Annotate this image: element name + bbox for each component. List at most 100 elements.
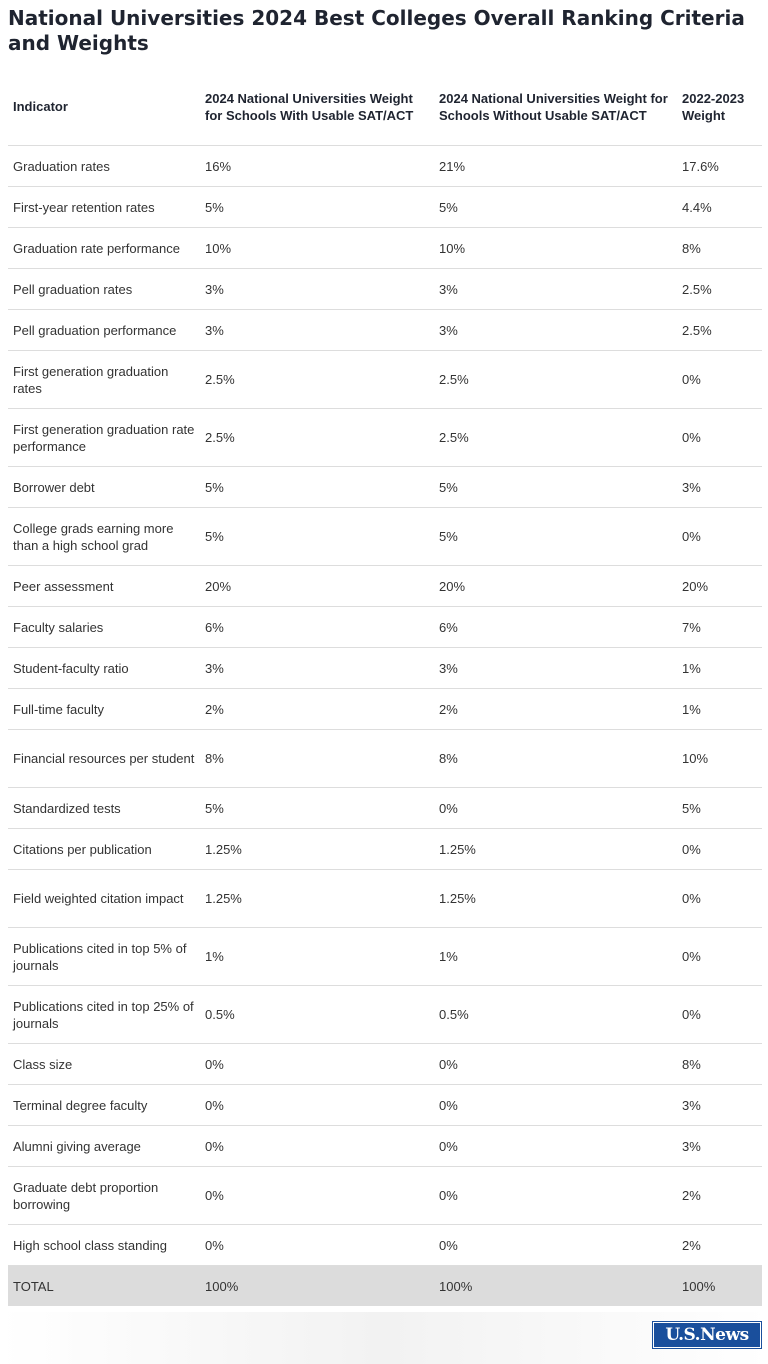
weight-without-sat-cell: 10% [434,227,677,269]
header-weight-without-sat: 2024 National Universities Weight for Sc… [434,68,677,146]
indicator-cell: Publications cited in top 5% of journals [8,927,200,986]
table-row: Borrower debt 5% 5% 3% [8,466,762,508]
table-row: Faculty salaries 6% 6% 7% [8,606,762,648]
table-row: Citations per publication 1.25% 1.25% 0% [8,828,762,870]
criteria-table: Indicator 2024 National Universities Wei… [8,68,762,1306]
table-row: Field weighted citation impact 1.25% 1.25%… [8,869,762,928]
weight-2022-2023-cell: 2.5% [677,309,762,351]
weight-without-sat-cell: 0% [434,1084,677,1126]
table-row: Standardized tests 5% 0% 5% [8,787,762,829]
total-weight-with-sat: 100% [200,1265,434,1306]
table-row: College grads earning more than a high s… [8,507,762,566]
weight-with-sat-cell: 16% [200,145,434,187]
weight-2022-2023-cell: 7% [677,606,762,648]
weight-2022-2023-cell: 1% [677,647,762,689]
table-row: Graduate debt proportion borrowing 0% 0% 2% [8,1166,762,1225]
header-weight-2022-2023: 2022-2023 Weight [677,68,762,146]
weight-without-sat-cell: 3% [434,309,677,351]
weight-without-sat-cell: 0% [434,1166,677,1225]
table-row: Pell graduation rates 3% 3% 2.5% [8,268,762,310]
indicator-cell: Borrower debt [8,466,200,508]
table-row: High school class standing 0% 0% 2% [8,1224,762,1266]
weight-without-sat-cell: 0% [434,787,677,829]
weight-2022-2023-cell: 3% [677,466,762,508]
weight-with-sat-cell: 0% [200,1084,434,1126]
weight-with-sat-cell: 6% [200,606,434,648]
weight-2022-2023-cell: 0% [677,828,762,870]
weight-with-sat-cell: 2% [200,688,434,730]
table-row: Student-faculty ratio 3% 3% 1% [8,647,762,689]
weight-2022-2023-cell: 3% [677,1125,762,1167]
weight-without-sat-cell: 1% [434,927,677,986]
weight-with-sat-cell: 3% [200,647,434,689]
weight-without-sat-cell: 2.5% [434,408,677,467]
table-row: Peer assessment 20% 20% 20% [8,565,762,607]
weight-without-sat-cell: 5% [434,466,677,508]
weight-with-sat-cell: 2.5% [200,350,434,409]
weight-with-sat-cell: 5% [200,466,434,508]
table-row: Financial resources per student 8% 8% 10% [8,729,762,788]
indicator-cell: Standardized tests [8,787,200,829]
weight-with-sat-cell: 5% [200,186,434,228]
table-row: Pell graduation performance 3% 3% 2.5% [8,309,762,351]
table-row: Class size 0% 0% 8% [8,1043,762,1085]
weight-2022-2023-cell: 20% [677,565,762,607]
footer-band [0,1312,768,1364]
table-row: Graduation rates 16% 21% 17.6% [8,145,762,187]
weight-2022-2023-cell: 0% [677,350,762,409]
indicator-cell: Pell graduation performance [8,309,200,351]
indicator-cell: Publications cited in top 25% of journal… [8,985,200,1044]
weight-with-sat-cell: 3% [200,268,434,310]
weight-with-sat-cell: 0% [200,1166,434,1225]
weight-2022-2023-cell: 0% [677,927,762,986]
table-row: First generation graduation rates 2.5% 2.5… [8,350,762,409]
page-title: National Universities 2024 Best Colleges… [8,6,745,55]
weight-2022-2023-cell: 5% [677,787,762,829]
indicator-cell: First generation graduation rate perform… [8,408,200,467]
weight-2022-2023-cell: 2% [677,1166,762,1225]
weight-without-sat-cell: 1.25% [434,828,677,870]
weight-with-sat-cell: 0% [200,1224,434,1266]
weight-with-sat-cell: 5% [200,507,434,566]
table-row: First generation graduation rate perform… [8,408,762,467]
table-row: Terminal degree faculty 0% 0% 3% [8,1084,762,1126]
indicator-cell: Pell graduation rates [8,268,200,310]
indicator-cell: Faculty salaries [8,606,200,648]
total-weight-2022-2023: 100% [677,1265,762,1306]
weight-with-sat-cell: 20% [200,565,434,607]
weight-with-sat-cell: 3% [200,309,434,351]
table-row: Alumni giving average 0% 0% 3% [8,1125,762,1167]
weight-without-sat-cell: 5% [434,186,677,228]
weight-2022-2023-cell: 2.5% [677,268,762,310]
table-row: First-year retention rates 5% 5% 4.4% [8,186,762,228]
indicator-cell: Full-time faculty [8,688,200,730]
weight-2022-2023-cell: 8% [677,1043,762,1085]
weight-2022-2023-cell: 8% [677,227,762,269]
indicator-cell: College grads earning more than a high s… [8,507,200,566]
weight-without-sat-cell: 8% [434,729,677,788]
table-row: Publications cited in top 25% of journal… [8,985,762,1044]
table-row-total: TOTAL 100% 100% 100% [8,1265,762,1306]
weight-with-sat-cell: 0.5% [200,985,434,1044]
weight-without-sat-cell: 1.25% [434,869,677,928]
indicator-cell: Graduation rates [8,145,200,187]
weight-with-sat-cell: 1% [200,927,434,986]
weight-with-sat-cell: 5% [200,787,434,829]
weight-without-sat-cell: 20% [434,565,677,607]
weight-without-sat-cell: 6% [434,606,677,648]
indicator-cell: Field weighted citation impact [8,869,200,928]
weight-2022-2023-cell: 1% [677,688,762,730]
indicator-cell: Alumni giving average [8,1125,200,1167]
indicator-cell: First generation graduation rates [8,350,200,409]
header-weight-with-sat: 2024 National Universities Weight for Sc… [200,68,434,146]
indicator-cell: Terminal degree faculty [8,1084,200,1126]
weight-2022-2023-cell: 4.4% [677,186,762,228]
indicator-cell: High school class standing [8,1224,200,1266]
weight-with-sat-cell: 2.5% [200,408,434,467]
table-row: Publications cited in top 5% of journals… [8,927,762,986]
indicator-cell: Graduate debt proportion borrowing [8,1166,200,1225]
header-indicator: Indicator [8,68,200,146]
weight-with-sat-cell: 10% [200,227,434,269]
total-label: TOTAL [8,1265,200,1306]
weight-without-sat-cell: 2% [434,688,677,730]
